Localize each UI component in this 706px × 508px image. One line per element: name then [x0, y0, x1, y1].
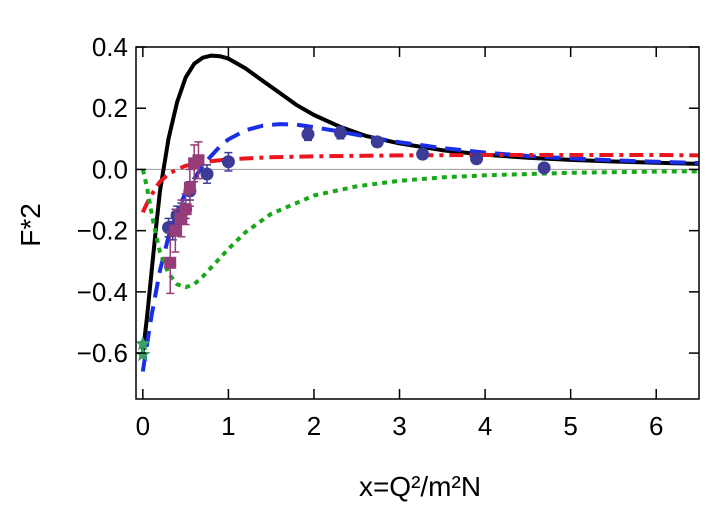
data-point-circle	[301, 127, 315, 141]
data-point-square	[169, 224, 182, 237]
series-line-solid	[140, 53, 699, 354]
data-point-circle	[470, 152, 484, 166]
plot-frame	[135, 46, 700, 400]
data-point-square	[164, 256, 177, 269]
x-tick-label: 0	[136, 411, 150, 441]
data-point-circle	[370, 135, 384, 149]
data-point-circle	[221, 155, 235, 169]
data-point-circle	[537, 161, 551, 175]
data-point-square	[175, 212, 188, 225]
y-tick-label: 0.4	[92, 32, 128, 62]
x-tick-label: 6	[649, 411, 663, 441]
tick-layer: 0 1 2 3 4 5 6 −0.6 −0.4 −0.2 0.0 0.2 0.4	[77, 32, 699, 441]
y-axis-label: F*2	[15, 203, 46, 247]
x-tick-label: 3	[392, 411, 406, 441]
data-point-circle	[200, 167, 214, 181]
x-tick-label: 5	[563, 411, 577, 441]
x-tick-label: 1	[221, 411, 235, 441]
data-point-square	[192, 154, 205, 167]
x-axis-label: x=Q²/m²N	[359, 471, 481, 502]
data-point-circle	[333, 126, 347, 140]
x-tick-label: 2	[307, 411, 321, 441]
series-layer	[140, 53, 699, 372]
data-point-star	[135, 346, 151, 362]
y-tick-label: −0.6	[77, 338, 128, 368]
data-point-square	[183, 181, 196, 194]
marker-layer	[135, 125, 551, 362]
data-point-star	[135, 335, 151, 351]
series-line-dotted	[140, 168, 699, 290]
y-tick-label: 0.2	[92, 93, 128, 123]
y-tick-label: −0.4	[77, 277, 128, 307]
data-point-circle	[416, 147, 430, 161]
y-tick-label: 0.0	[92, 154, 128, 184]
x-tick-label: 4	[478, 411, 492, 441]
y-tick-label: −0.2	[77, 216, 128, 246]
